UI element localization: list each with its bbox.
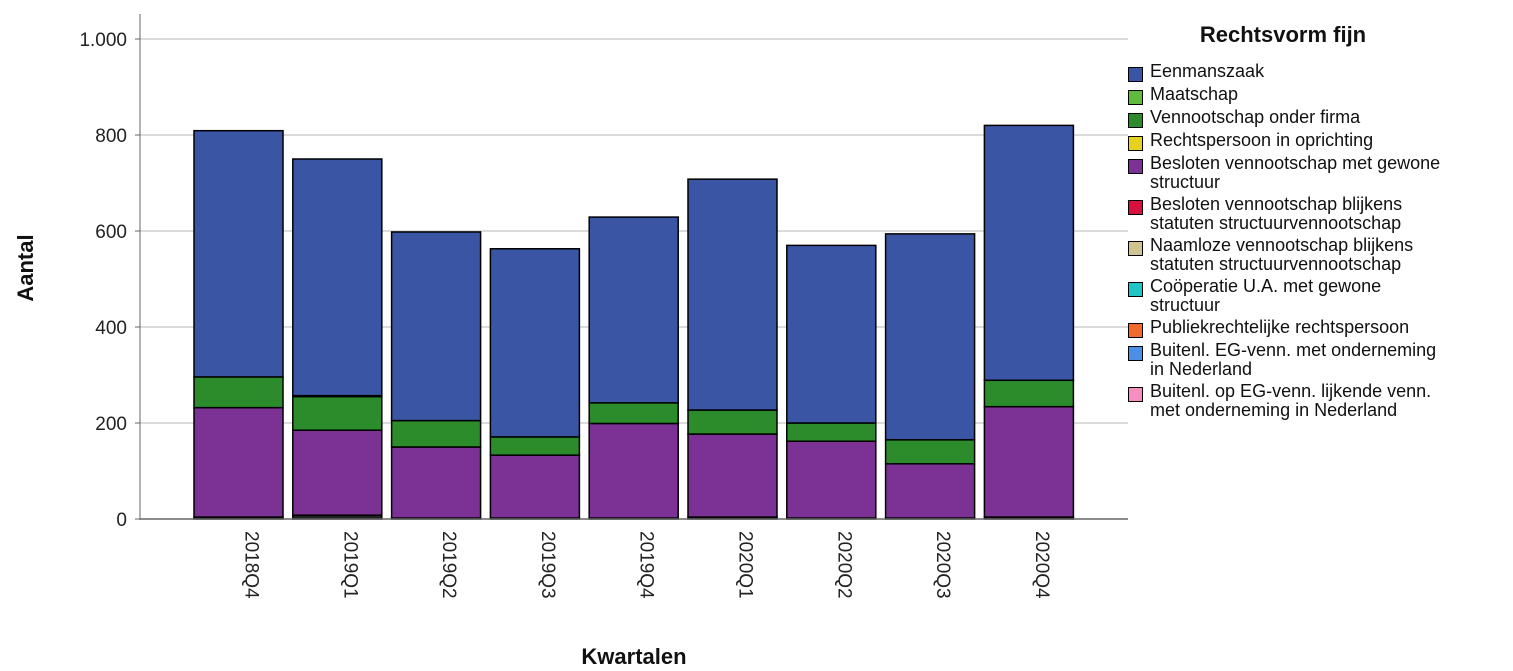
legend: Rechtsvorm fijn Eenmanszaak Maatschap Venn… [1128, 22, 1508, 423]
y-tick-label: 200 [95, 414, 127, 435]
bar-segment [884, 463, 976, 519]
y-tick-label: 1.000 [79, 30, 127, 51]
bar-segment [983, 405, 1075, 518]
bar-segment [884, 439, 976, 465]
bar-segment [687, 433, 778, 518]
legend-items: Eenmanszaak Maatschap Vennootschap onder f… [1128, 62, 1508, 420]
legend-swatch [1128, 113, 1143, 128]
bar-segment [884, 233, 976, 441]
bar-segment [786, 244, 877, 424]
legend-label: Buitenl. EG-venn. met onderneming in Ned… [1150, 340, 1437, 379]
bar-segment [193, 406, 284, 518]
legend-swatch [1128, 387, 1143, 402]
y-axis-ticks: 0 200 400 600 800 1.000 [79, 30, 140, 531]
y-tick-label: 800 [95, 126, 127, 147]
legend-item: Coöperatie U.A. met gewone structuur [1128, 277, 1508, 315]
x-tick-label: 2020Q1 [735, 531, 756, 599]
legend-swatch [1128, 346, 1143, 361]
legend-item: Besloten vennootschap met gewone structu… [1128, 154, 1508, 192]
bar-segment [588, 216, 679, 404]
legend-swatch [1128, 67, 1143, 82]
x-tick-label: 2018Q4 [241, 531, 262, 599]
legend-label: Naamloze vennootschap blijkens statuten … [1150, 235, 1414, 274]
legend-item: Besloten vennootschap blijkens statuten … [1128, 195, 1508, 233]
bar-segment [292, 429, 383, 516]
bar-segment [489, 436, 581, 456]
legend-title: Rechtsvorm fijn [1199, 22, 1367, 47]
legend-item: Naamloze vennootschap blijkens statuten … [1128, 236, 1508, 274]
bar-segment [786, 422, 877, 442]
bars [193, 124, 1075, 520]
y-tick-label: 600 [95, 222, 127, 243]
legend-item: Buitenl. op EG-venn. lijkende venn. met … [1128, 382, 1508, 420]
bar-segment [390, 446, 482, 519]
bar-segment [489, 248, 581, 438]
legend-swatch [1128, 282, 1143, 297]
bar-segment [193, 129, 284, 378]
legend-swatch [1128, 241, 1143, 256]
bar-segment [786, 440, 877, 519]
legend-item: Eenmanszaak [1128, 62, 1508, 82]
legend-item: Maatschap [1128, 85, 1508, 105]
legend-item: Rechtspersoon in oprichting [1128, 131, 1508, 151]
legend-label: Publiekrechtelijke rechtspersoon [1150, 317, 1410, 337]
legend-label: Coöperatie U.A. met gewone structuur [1150, 276, 1382, 315]
legend-item: Publiekrechtelijke rechtspersoon [1128, 318, 1508, 338]
bar-segment [193, 376, 284, 409]
legend-item: Buitenl. EG-venn. met onderneming in Ned… [1128, 341, 1508, 379]
legend-swatch [1128, 323, 1143, 338]
legend-label: Buitenl. op EG-venn. lijkende venn. met … [1150, 381, 1432, 420]
legend-label: Vennootschap onder firma [1150, 107, 1361, 127]
x-tick-label: 2020Q3 [932, 531, 953, 599]
bar-segment [687, 178, 778, 411]
legend-label: Besloten vennootschap met gewone structu… [1150, 153, 1441, 192]
bar-segment [390, 419, 482, 448]
legend-swatch [1128, 159, 1143, 174]
legend-item: Vennootschap onder firma [1128, 108, 1508, 128]
x-tick-label: 2019Q1 [339, 531, 360, 599]
legend-swatch [1128, 200, 1143, 215]
bar-segment [390, 231, 482, 422]
legend-swatch [1128, 90, 1143, 105]
legend-label: Besloten vennootschap blijkens statuten … [1150, 194, 1403, 233]
y-tick-label: 0 [116, 510, 127, 531]
x-tick-label: 2019Q2 [438, 531, 459, 599]
x-axis-tick-labels: 2018Q4 2019Q1 2019Q2 2019Q3 2019Q4 2020Q1 2020… [241, 531, 1052, 599]
bar-segment [588, 422, 679, 519]
bar-segment [687, 409, 778, 435]
y-tick-label: 400 [95, 318, 127, 339]
x-axis-title: Kwartalen [581, 644, 686, 669]
bar-segment [588, 402, 679, 425]
x-tick-label: 2020Q2 [833, 531, 854, 599]
x-tick-label: 2019Q4 [636, 531, 657, 599]
bar-segment [983, 124, 1075, 382]
legend-swatch [1128, 136, 1143, 151]
bar-segment [292, 395, 383, 431]
bar-segment [292, 158, 383, 397]
x-tick-label: 2020Q4 [1031, 531, 1052, 599]
legend-label: Eenmanszaak [1150, 61, 1265, 81]
legend-label: Rechtspersoon in oprichting [1150, 130, 1374, 150]
bar-segment [489, 454, 581, 519]
bar-segment [983, 379, 1075, 408]
legend-label: Maatschap [1150, 84, 1239, 104]
x-tick-label: 2019Q3 [537, 531, 558, 599]
y-axis-title: Aantal [13, 234, 38, 301]
